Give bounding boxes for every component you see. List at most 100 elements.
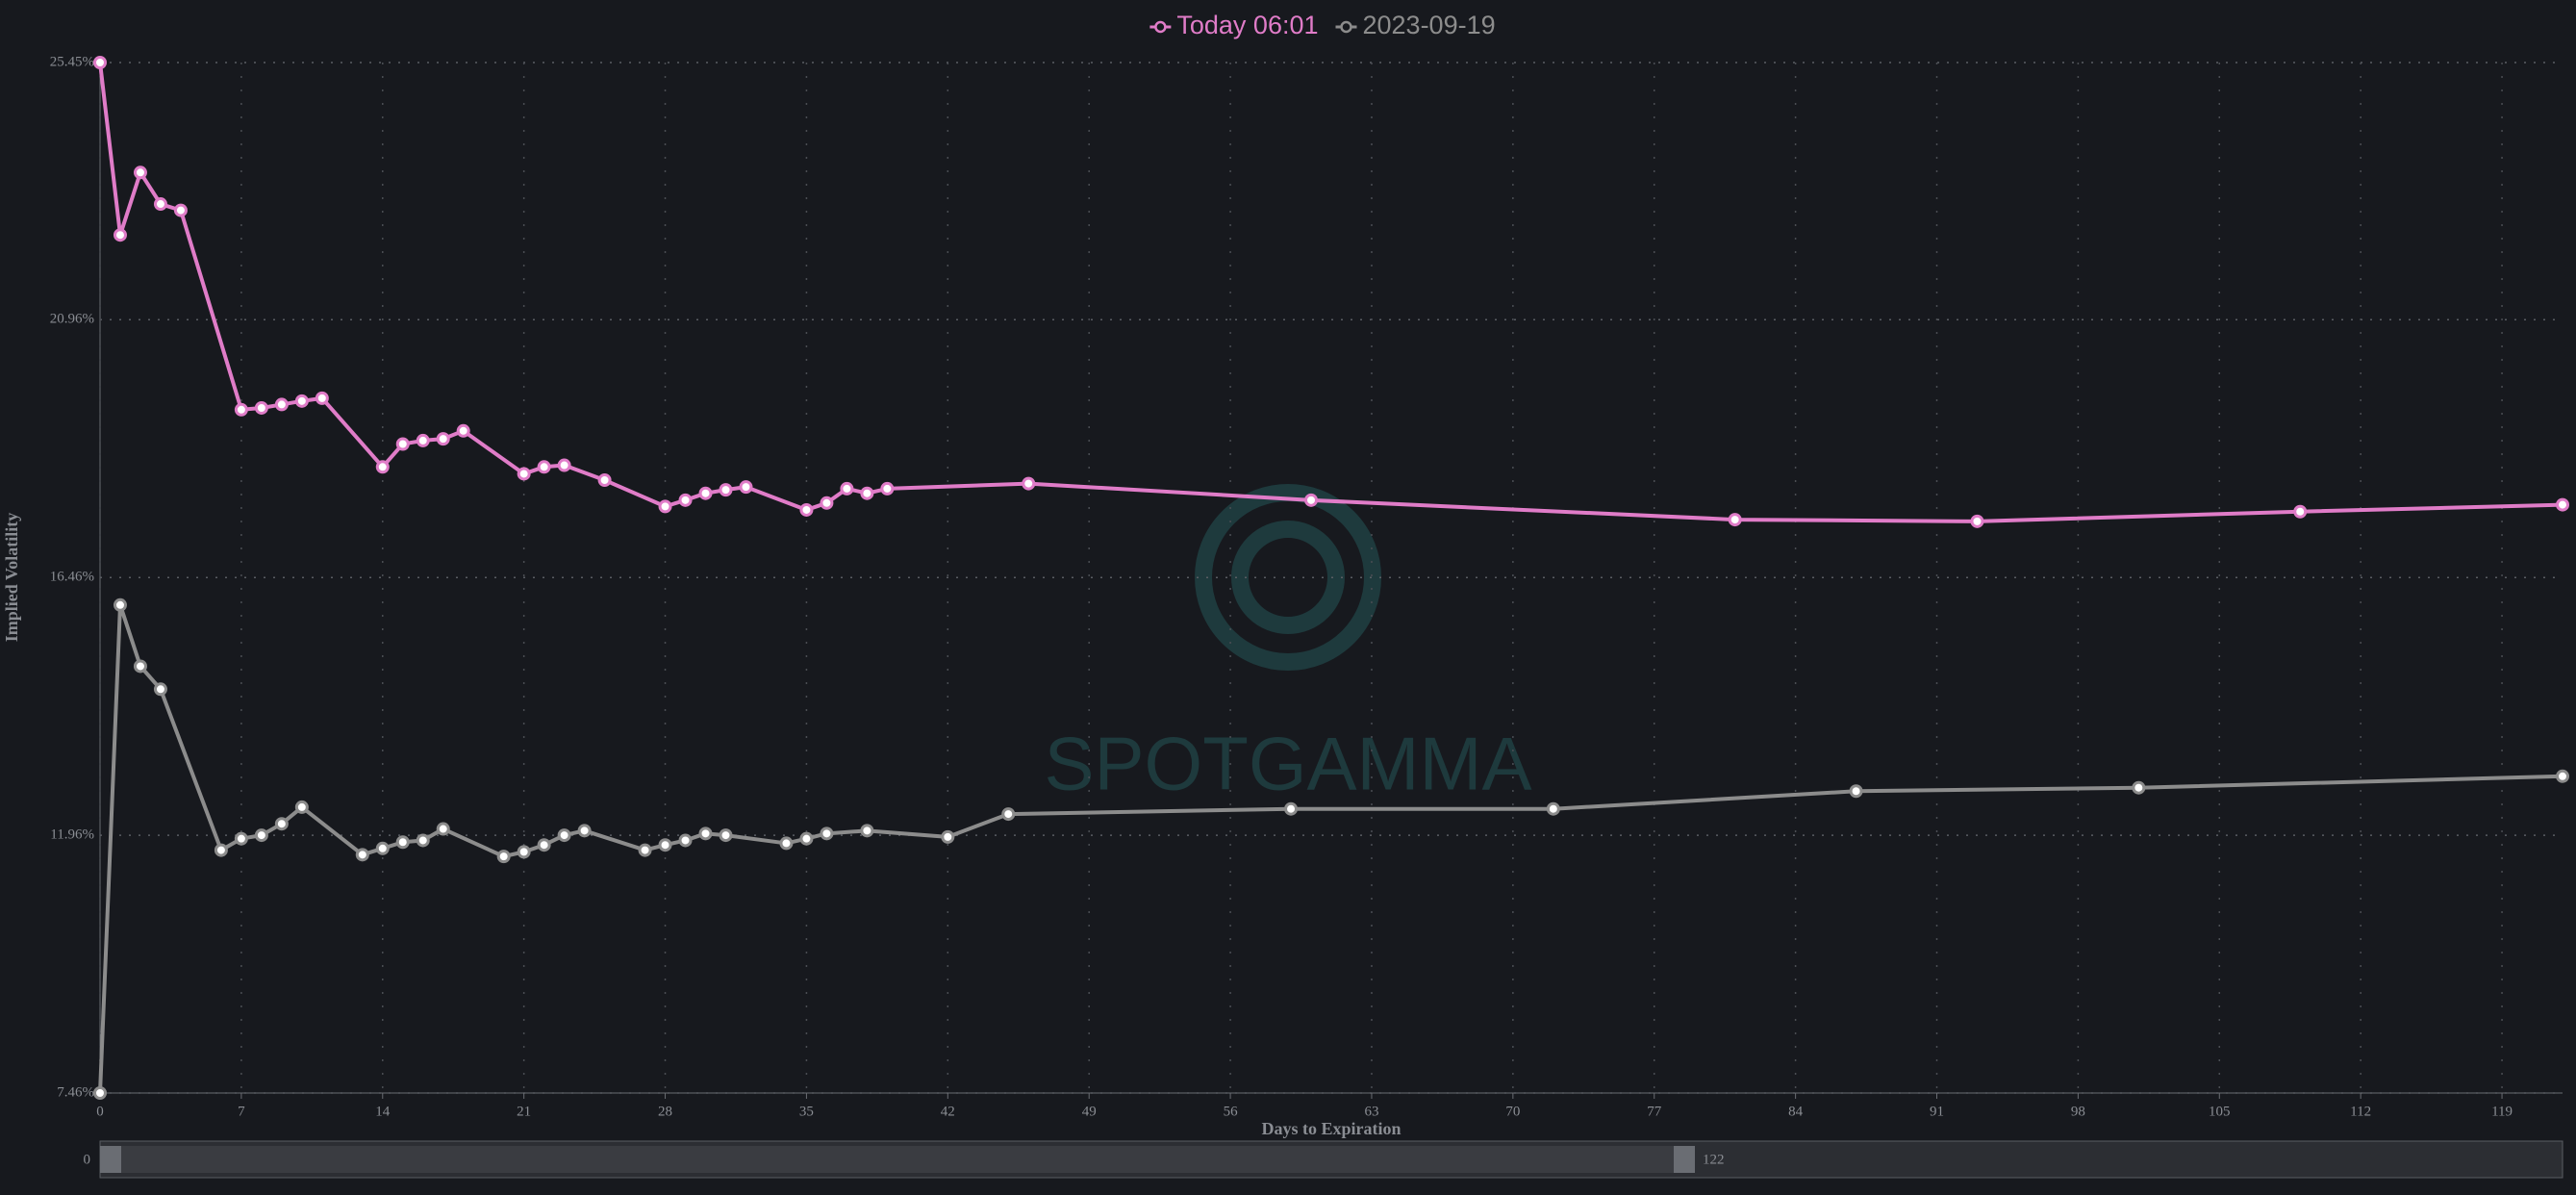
- data-point: [2293, 504, 2308, 519]
- data-point: [799, 502, 814, 517]
- data-point: [941, 829, 955, 844]
- data-point: [638, 843, 652, 857]
- data-point: [153, 197, 167, 212]
- x-tick-label: 77: [1647, 1104, 1662, 1119]
- data-point: [1849, 784, 1863, 799]
- x-tick-label: 91: [1930, 1104, 1944, 1119]
- data-point: [395, 835, 410, 850]
- y-tick-label: 20.96%: [50, 312, 94, 327]
- data-point: [416, 833, 430, 848]
- y-axis-title: Implied Volatility: [2, 513, 21, 643]
- data-point: [860, 486, 874, 500]
- data-point: [274, 397, 289, 412]
- x-axis-title: Days to Expiration: [1261, 1119, 1401, 1138]
- x-tick-label: 49: [1082, 1104, 1097, 1119]
- data-point: [678, 493, 693, 507]
- x-tick-label: 84: [1788, 1104, 1804, 1119]
- data-point: [719, 483, 733, 497]
- data-point: [93, 1086, 107, 1100]
- logo-ring: [1195, 484, 1381, 671]
- data-point: [1284, 801, 1299, 816]
- x-tick-label: 70: [1505, 1104, 1520, 1119]
- data-point: [395, 437, 410, 451]
- legend-item: 2023-09-19: [1335, 11, 1496, 39]
- x-tick-label: 56: [1224, 1104, 1239, 1119]
- data-point: [375, 460, 390, 474]
- data-point: [779, 836, 794, 851]
- data-point: [93, 56, 107, 69]
- data-point: [2132, 780, 2146, 795]
- data-point: [2556, 497, 2569, 512]
- x-tick-label: 28: [658, 1104, 672, 1119]
- data-point: [517, 845, 531, 859]
- data-point: [113, 228, 127, 242]
- legend-label: Today 06:01: [1176, 11, 1318, 39]
- zoom-handle-end[interactable]: [1674, 1146, 1695, 1173]
- data-point: [153, 682, 167, 697]
- data-point: [214, 843, 228, 857]
- x-tick-label: 119: [2491, 1104, 2513, 1119]
- data-point: [658, 838, 672, 852]
- y-tick-label: 25.45%: [50, 54, 94, 69]
- data-point: [1546, 801, 1560, 816]
- data-point: [597, 472, 612, 487]
- data-point: [577, 824, 592, 838]
- x-tick-label: 63: [1364, 1104, 1378, 1119]
- legend-item: Today 06:01: [1149, 11, 1319, 39]
- data-point: [436, 822, 450, 836]
- x-tick-label: 98: [2071, 1104, 2085, 1119]
- data-point: [537, 460, 551, 474]
- legend-marker: [1154, 20, 1167, 34]
- zoom-end-label: 122: [1703, 1152, 1725, 1167]
- data-point: [658, 499, 672, 514]
- data-point: [416, 433, 430, 447]
- x-tick-label: 0: [96, 1104, 104, 1119]
- data-point: [496, 850, 511, 864]
- x-tick-label: 42: [941, 1104, 955, 1119]
- data-point: [557, 828, 571, 843]
- zoom-handle-start[interactable]: [100, 1146, 121, 1173]
- data-point: [1970, 514, 1984, 528]
- legend-marker: [1340, 20, 1352, 34]
- legend-label: 2023-09-19: [1363, 11, 1496, 39]
- data-point: [254, 400, 268, 415]
- data-point: [113, 598, 127, 612]
- y-tick-label: 11.96%: [50, 827, 94, 843]
- data-point: [173, 203, 188, 217]
- data-point: [355, 848, 369, 862]
- watermark: SPOTGAMMA: [1044, 722, 1531, 806]
- x-tick-label: 14: [375, 1104, 391, 1119]
- data-point: [840, 481, 854, 496]
- data-point: [1728, 513, 1742, 527]
- data-point: [678, 833, 693, 848]
- data-point: [698, 826, 713, 841]
- data-point: [1304, 493, 1319, 507]
- data-point: [254, 828, 268, 843]
- data-point: [294, 394, 309, 408]
- data-point: [133, 659, 147, 674]
- data-point: [1001, 807, 1016, 822]
- zoom-start-label: 0: [84, 1152, 91, 1167]
- data-point: [739, 480, 753, 495]
- data-point: [880, 481, 895, 496]
- data-point: [860, 824, 874, 838]
- x-tick-label: 35: [799, 1104, 814, 1119]
- x-tick-label: 21: [517, 1104, 531, 1119]
- data-point: [1022, 476, 1036, 491]
- data-point: [294, 800, 309, 814]
- data-point: [315, 391, 329, 405]
- data-point: [698, 486, 713, 500]
- y-tick-label: 7.46%: [57, 1084, 94, 1100]
- data-point: [234, 831, 248, 846]
- data-point: [799, 831, 814, 846]
- zoom-window[interactable]: [121, 1146, 1674, 1173]
- data-point: [517, 467, 531, 481]
- logo-ring: [1231, 521, 1345, 634]
- data-point: [234, 402, 248, 417]
- data-point: [820, 496, 834, 510]
- data-point: [436, 432, 450, 446]
- data-point: [537, 838, 551, 852]
